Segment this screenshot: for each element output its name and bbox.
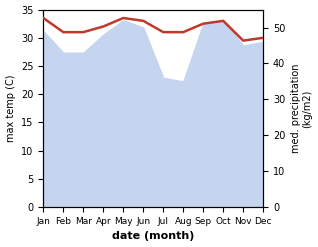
Y-axis label: max temp (C): max temp (C) — [5, 75, 16, 142]
Y-axis label: med. precipitation
(kg/m2): med. precipitation (kg/m2) — [291, 64, 313, 153]
X-axis label: date (month): date (month) — [112, 231, 194, 242]
